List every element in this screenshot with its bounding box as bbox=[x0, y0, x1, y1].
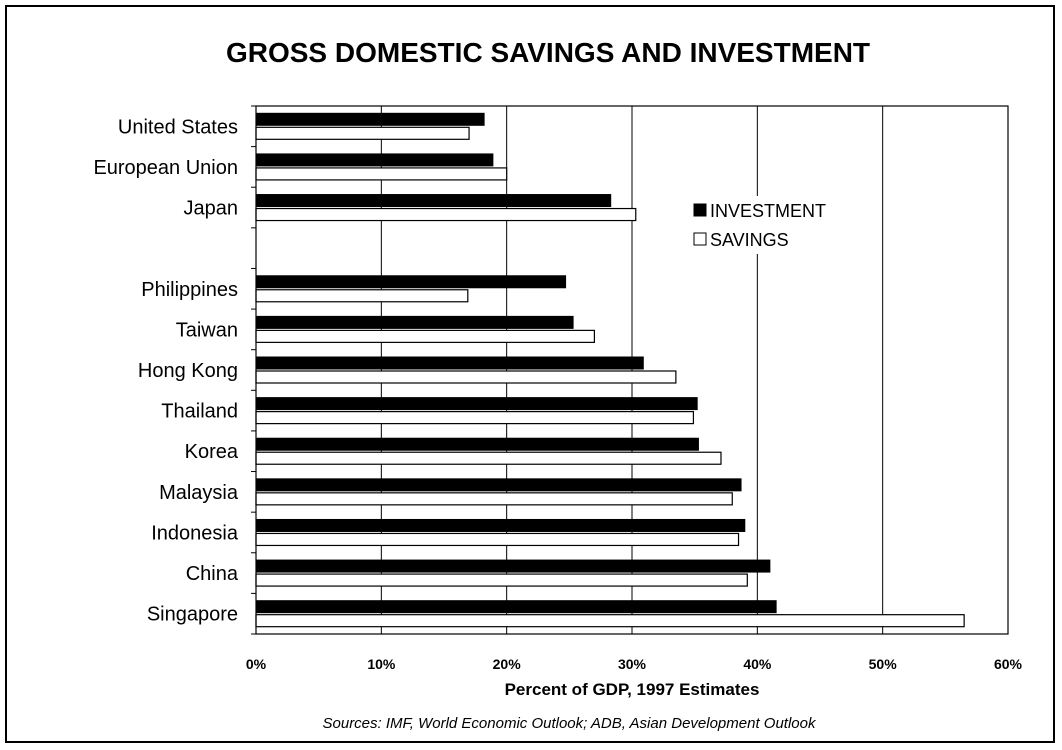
bar-investment bbox=[255, 478, 742, 492]
x-tick-label: 30% bbox=[618, 656, 647, 672]
bar-investment bbox=[255, 356, 644, 370]
bar-investment bbox=[255, 518, 746, 532]
x-tick-label: 60% bbox=[994, 656, 1023, 672]
legend: INVESTMENT SAVINGS bbox=[686, 196, 842, 254]
x-tick-label: 50% bbox=[869, 656, 898, 672]
bar-investment bbox=[255, 315, 574, 329]
bar-investment bbox=[255, 112, 485, 126]
legend-label-savings: SAVINGS bbox=[710, 230, 789, 250]
category-label: European Union bbox=[93, 157, 238, 179]
category-labels: United States European Union Japan Philippi… bbox=[93, 116, 238, 625]
x-axis-label: Percent of GDP, 1997 Estimates bbox=[505, 680, 760, 699]
legend-swatch-investment bbox=[693, 203, 707, 217]
legend-box bbox=[686, 196, 842, 254]
category-label: Singapore bbox=[147, 604, 238, 626]
bar-investment bbox=[255, 437, 699, 451]
bar-investment bbox=[255, 275, 567, 289]
bar-savings bbox=[255, 329, 595, 343]
category-label: China bbox=[186, 563, 239, 585]
bar-investment bbox=[255, 397, 698, 411]
bar-investment bbox=[255, 559, 771, 573]
chart-title: GROSS DOMESTIC SAVINGS AND INVESTMENT bbox=[226, 37, 870, 68]
bars bbox=[255, 112, 965, 628]
bar-savings bbox=[255, 573, 748, 587]
x-tick-label: 20% bbox=[493, 656, 522, 672]
legend-label-investment: INVESTMENT bbox=[710, 201, 826, 221]
bar-savings bbox=[255, 614, 965, 628]
bar-savings bbox=[255, 167, 508, 181]
category-label: Thailand bbox=[161, 401, 238, 423]
x-tick-labels: 0% 10% 20% 30% 40% 50% 60% bbox=[246, 656, 1023, 672]
x-tick-label: 0% bbox=[246, 656, 267, 672]
category-label: Malaysia bbox=[159, 482, 239, 504]
bar-savings bbox=[255, 289, 469, 303]
bar-savings bbox=[255, 451, 722, 465]
y-tick-marks bbox=[251, 105, 256, 635]
bar-savings bbox=[255, 126, 470, 140]
bar-savings bbox=[255, 411, 695, 425]
category-label: Indonesia bbox=[151, 522, 239, 544]
bar-investment bbox=[255, 194, 612, 208]
source-note: Sources: IMF, World Economic Outlook; AD… bbox=[323, 715, 817, 732]
x-tick-label: 10% bbox=[367, 656, 396, 672]
bar-savings bbox=[255, 207, 637, 222]
bar-investment bbox=[255, 600, 777, 614]
x-tick-label: 40% bbox=[743, 656, 772, 672]
category-label: Hong Kong bbox=[138, 360, 238, 382]
gridlines bbox=[380, 106, 884, 634]
bar-savings bbox=[255, 532, 740, 547]
category-label: Philippines bbox=[141, 279, 238, 301]
plot-area-border bbox=[255, 105, 1009, 635]
category-label: Japan bbox=[184, 198, 239, 220]
category-label: United States bbox=[118, 116, 238, 138]
bar-savings bbox=[255, 370, 677, 384]
bar-savings bbox=[255, 492, 733, 506]
category-label: Korea bbox=[185, 441, 239, 463]
category-label: Taiwan bbox=[176, 319, 238, 341]
bar-investment bbox=[255, 153, 494, 167]
legend-swatch-savings bbox=[693, 232, 707, 246]
